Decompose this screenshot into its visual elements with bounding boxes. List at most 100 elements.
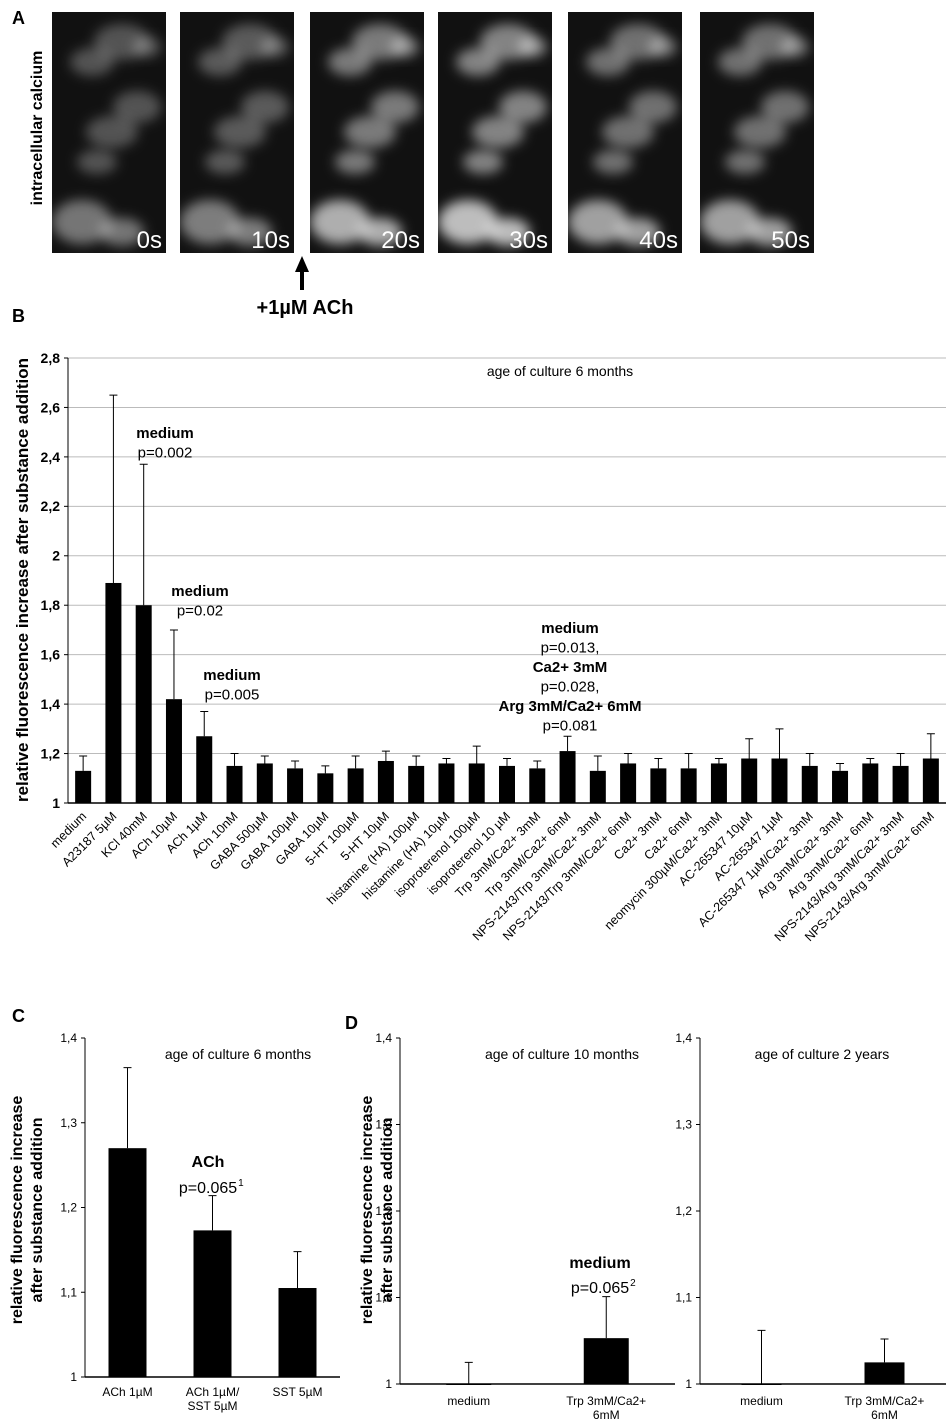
y-tick-label: 1,4 <box>41 696 61 712</box>
y-tick-label: 1 <box>685 1377 692 1391</box>
bar <box>771 759 787 804</box>
x-tick-label: SST 5µM <box>272 1385 322 1399</box>
bar <box>832 771 848 803</box>
chart-title: age of culture 2 years <box>755 1046 890 1062</box>
annotation-superscript: 1 <box>238 1178 244 1189</box>
bar <box>279 1288 317 1377</box>
bar <box>196 736 212 803</box>
bar <box>378 761 394 803</box>
error-bar <box>473 746 481 763</box>
bar <box>560 751 576 803</box>
chart-title: age of culture 6 months <box>165 1046 311 1062</box>
bar <box>893 766 909 803</box>
x-tick-label: medium <box>740 1394 783 1408</box>
annotation: Arg 3mM/Ca2+ 6mM <box>499 698 642 715</box>
cell-cluster <box>463 150 503 174</box>
bar <box>166 699 182 803</box>
error-bar <box>594 756 602 771</box>
time-label: 20s <box>381 227 420 254</box>
cell-cluster <box>86 116 138 148</box>
bar <box>862 763 878 803</box>
error-bar <box>745 739 753 759</box>
annotation: p=0.065 <box>179 1180 237 1197</box>
bar <box>620 763 636 803</box>
panel-letter: D <box>345 1013 358 1033</box>
bar <box>105 583 121 803</box>
y-tick-label: 1 <box>70 1370 77 1384</box>
error-bar <box>352 756 360 768</box>
cell-cluster <box>734 116 786 148</box>
annotation: ACh <box>192 1154 225 1171</box>
y-tick-label: 1 <box>385 1377 392 1391</box>
bar <box>317 773 333 803</box>
bar <box>711 763 727 803</box>
chart-title: age of culture 10 months <box>485 1046 639 1062</box>
y-tick-label: 1 <box>52 795 60 811</box>
bar <box>408 766 424 803</box>
error-bar <box>209 1196 217 1231</box>
cell-cluster <box>214 116 266 148</box>
x-tick-label: Trp 3mM/Ca2+6mM <box>566 1394 646 1422</box>
cell-cluster <box>198 48 242 76</box>
x-tick-label: ACh 1µM/SST 5µM <box>186 1385 240 1413</box>
error-bar <box>261 756 269 763</box>
y-tick-label: 2,2 <box>41 498 61 514</box>
error-bar <box>897 754 905 766</box>
annotation: p=0.028, <box>541 679 600 696</box>
error-bar <box>412 756 420 766</box>
bar <box>529 768 545 803</box>
annotation: medium <box>171 583 229 600</box>
annotation: Ca2+ 3mM <box>533 659 608 676</box>
bar <box>438 763 454 803</box>
cell-cluster <box>261 37 289 57</box>
annotation: p=0.02 <box>177 603 223 620</box>
bar <box>469 763 485 803</box>
bar <box>865 1362 905 1384</box>
panel-a-ylabel: intracellular calcium <box>29 51 46 206</box>
y-tick-label: 1,4 <box>675 1031 692 1045</box>
annotation: p=0.013, <box>541 640 600 657</box>
bar <box>590 771 606 803</box>
time-label: 50s <box>771 227 810 254</box>
y-tick-label: 2 <box>52 548 60 564</box>
bar <box>257 763 273 803</box>
error-bar <box>465 1362 473 1384</box>
cell-cluster <box>70 48 114 76</box>
error-bar <box>602 1297 610 1339</box>
annotation: p=0.065 <box>571 1280 629 1297</box>
bar <box>348 768 364 803</box>
y-tick-label: 1,3 <box>675 1118 692 1132</box>
bar <box>109 1148 147 1377</box>
panel-letter: B <box>12 306 25 326</box>
error-bar <box>806 754 814 766</box>
cell-cluster <box>456 48 500 76</box>
cell-cluster <box>77 150 117 174</box>
cell-cluster <box>391 37 419 57</box>
y-tick-label: 1,1 <box>60 1285 77 1299</box>
cell-cluster <box>472 116 524 148</box>
error-bar <box>927 734 935 759</box>
bar <box>741 759 757 804</box>
cell-cluster <box>586 48 630 76</box>
cell-cluster <box>649 37 677 57</box>
bar <box>75 771 91 803</box>
error-bar <box>124 1068 132 1149</box>
error-bar <box>170 630 178 699</box>
panel-letter: A <box>12 8 25 28</box>
annotation: p=0.081 <box>543 718 598 735</box>
page: A intracellular calcium 0s10s20s30s40s50… <box>0 0 946 1422</box>
cell-cluster <box>718 48 762 76</box>
figure: A intracellular calcium 0s10s20s30s40s50… <box>0 0 946 1422</box>
error-bar <box>881 1339 889 1362</box>
cell-cluster <box>328 48 372 76</box>
y-tick-label: 1,2 <box>675 1204 692 1218</box>
cell-cluster <box>593 150 633 174</box>
error-bar <box>503 759 511 766</box>
error-bar <box>231 754 239 766</box>
error-bar <box>685 754 693 769</box>
y-tick-label: 1,3 <box>60 1116 77 1130</box>
cell-cluster <box>335 150 375 174</box>
error-bar <box>866 759 874 764</box>
